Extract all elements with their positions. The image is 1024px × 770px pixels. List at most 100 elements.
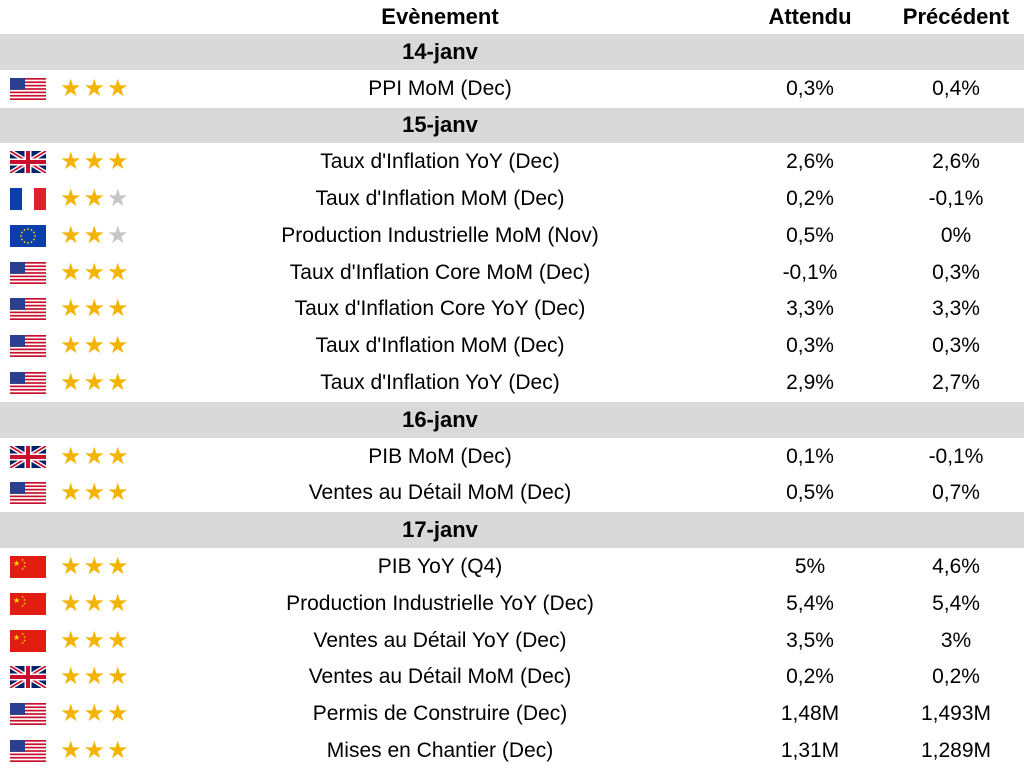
country-flag: ★ ★ ★ ★ ★ (10, 629, 46, 652)
star-filled-icon: ★ (60, 737, 82, 765)
star-filled-icon: ★ (83, 258, 106, 286)
china-flag-icon: ★ ★★★★ (10, 629, 46, 652)
uk-flag-icon (10, 666, 46, 689)
country-flag (10, 335, 46, 358)
star-filled-icon: ★ (83, 700, 106, 728)
star-filled-icon: ★ (83, 369, 106, 397)
france-flag-icon (10, 188, 46, 211)
star-filled-icon: ★ (60, 589, 82, 617)
country-flag (10, 188, 46, 211)
star-filled-icon: ★ (107, 148, 129, 176)
previous-value: 2,6% (932, 150, 980, 174)
table-body: 14-janv ★ ★ ★ PPI MoM (Dec) 0,3% 0,4% 15-janv ★ ★… (0, 34, 1024, 770)
importance-stars: ★ ★ ★ (60, 187, 129, 211)
svg-text:★: ★ (21, 567, 24, 571)
event-name: Production Industrielle YoY (Dec) (286, 591, 594, 615)
event-row: ★ ★ ★ PPI MoM (Dec) 0,3% 0,4% (0, 70, 1024, 108)
event-name: PIB MoM (Dec) (368, 444, 512, 468)
event-name: Taux d'Inflation Core MoM (Dec) (289, 260, 591, 284)
table-header: Evènement Attendu Précédent (0, 0, 1024, 34)
country-flag (10, 445, 46, 468)
us-flag-icon (10, 372, 46, 395)
event-row: ★ ★ ★ ★ ★ ★ ★ ★ PIB YoY (Q4) 5% 4,6% (0, 549, 1024, 586)
star-filled-icon: ★ (107, 369, 129, 397)
previous-value: -0,1% (928, 444, 984, 468)
date-label: 17-janv (402, 517, 478, 543)
importance-stars: ★ ★ ★ (60, 665, 129, 689)
previous-value: 5,4% (932, 591, 980, 615)
star-filled-icon: ★ (60, 663, 82, 691)
star-filled-icon: ★ (60, 626, 82, 654)
event-name: Taux d'Inflation YoY (Dec) (320, 371, 560, 395)
star-filled-icon: ★ (83, 479, 106, 507)
date-label: 14-janv (402, 38, 478, 64)
country-flag (10, 77, 46, 100)
previous-value: 1,493M (920, 702, 992, 726)
expected-value: 3,3% (786, 297, 834, 321)
china-flag-icon: ★ ★★★★ (10, 592, 46, 615)
us-flag-icon (10, 298, 46, 321)
star-filled-icon: ★ (83, 626, 106, 654)
svg-text:★: ★ (13, 559, 20, 568)
importance-stars: ★ ★ ★ (60, 442, 129, 470)
svg-text:★: ★ (23, 598, 26, 602)
importance-stars: ★ ★ ★ (60, 297, 129, 321)
expected-value: 1,48M (780, 702, 840, 726)
svg-text:★: ★ (21, 604, 24, 608)
importance-stars: ★ ★ ★ (60, 258, 129, 286)
previous-value: 2,7% (932, 371, 980, 395)
us-flag-icon (10, 482, 46, 505)
svg-text:★: ★ (23, 601, 26, 605)
event-name: Ventes au Détail MoM (Dec) (308, 665, 572, 689)
event-row: ★ ★ ★ PIB MoM (Dec) 0,1% -0,1% (0, 438, 1024, 476)
star-filled-icon: ★ (107, 258, 129, 286)
expected-value: 1,31M (780, 739, 840, 763)
country-flag (10, 261, 46, 284)
previous-value: 1,289M (920, 739, 992, 763)
event-row: ★ ★ ★ Production Industrielle MoM (Nov) 0,5%… (0, 217, 1024, 255)
previous-value: -0,1% (928, 187, 984, 211)
star-filled-icon: ★ (60, 221, 82, 249)
event-name: Taux d'Inflation MoM (Dec) (315, 187, 565, 211)
event-name: Taux d'Inflation Core YoY (Dec) (294, 297, 586, 321)
star-filled-icon: ★ (83, 332, 106, 360)
expected-value: 3,5% (786, 628, 834, 652)
star-empty-icon: ★ (107, 221, 129, 249)
event-name: PPI MoM (Dec) (368, 76, 512, 100)
importance-stars: ★ ★ ★ (60, 555, 129, 579)
star-filled-icon: ★ (60, 74, 82, 102)
svg-text:★: ★ (23, 565, 26, 569)
uk-flag-icon (10, 445, 46, 468)
country-flag (10, 703, 46, 726)
expected-value: 2,9% (786, 371, 834, 395)
previous-value: 0,4% (932, 76, 980, 100)
star-filled-icon: ★ (60, 258, 82, 286)
star-filled-icon: ★ (107, 442, 129, 470)
event-name: PIB YoY (Q4) (377, 555, 503, 579)
us-flag-icon (10, 77, 46, 100)
star-filled-icon: ★ (83, 74, 106, 102)
importance-stars: ★ ★ ★ (60, 739, 129, 763)
china-flag-icon: ★ ★★★★ (10, 556, 46, 579)
previous-value: 3% (940, 628, 972, 652)
expected-value: 0,5% (786, 481, 834, 505)
importance-stars: ★ ★ ★ (60, 74, 129, 102)
event-row: ★ ★ ★ Taux d'Inflation MoM (Dec) 0,3% 0,3% (0, 328, 1024, 366)
star-filled-icon: ★ (83, 737, 106, 765)
country-flag: ★ ★ ★ ★ ★ (10, 556, 46, 579)
expected-value: 2,6% (786, 150, 834, 174)
country-flag (10, 151, 46, 174)
previous-value: 0,7% (932, 481, 980, 505)
country-flag (10, 482, 46, 505)
us-flag-icon (10, 703, 46, 726)
importance-stars: ★ ★ ★ (60, 334, 129, 358)
event-name: Taux d'Inflation MoM (Dec) (315, 334, 565, 358)
uk-flag-icon (10, 151, 46, 174)
importance-stars: ★ ★ ★ (60, 150, 129, 174)
column-header-previous: Précédent (902, 3, 1010, 29)
date-label: 16-janv (402, 406, 478, 432)
expected-value: 0,3% (786, 76, 834, 100)
event-row: ★ ★ ★ Taux d'Inflation YoY (Dec) 2,9% 2,7% (0, 365, 1024, 402)
svg-text:★: ★ (23, 561, 26, 565)
